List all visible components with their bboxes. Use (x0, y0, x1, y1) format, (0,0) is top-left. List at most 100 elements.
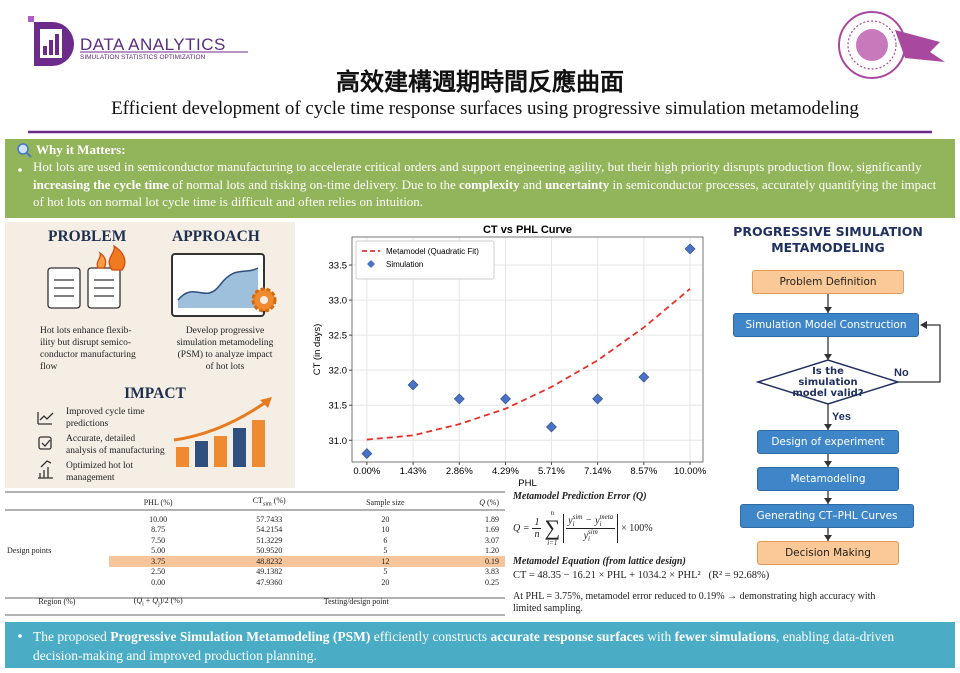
table-row: 5.00 50.9520 5 1.20 (5, 546, 505, 557)
flow-node: Generating CT–PHL Curves (740, 504, 914, 528)
formula-sup: sim (572, 512, 583, 521)
legend-swatch (367, 260, 375, 268)
ratio-num: y sim i − y meta i (566, 512, 616, 529)
table-cell: 1.69 (485, 525, 499, 535)
chart-title: CT vs PHL Curve (483, 224, 572, 236)
table-cell: 49.1382 (256, 567, 283, 577)
table-cell: 0.19 (439, 556, 505, 567)
y-tick-label: 33.0 (329, 296, 348, 307)
why-box (5, 139, 955, 218)
table-row: 0.00 47.9360 20 0.25 (5, 577, 505, 588)
why-heading: Why it Matters: (36, 142, 126, 157)
impact-item: Accurate, detailed analysis of manufactur… (66, 433, 165, 457)
table-cell: 3.83 (485, 567, 499, 577)
flow-arrowhead (824, 535, 832, 541)
cell-part: + (143, 595, 153, 605)
text-segment: increasing the cycle time (33, 176, 169, 192)
text-line: conductor manufacturing (40, 350, 136, 360)
formula-sub: i (599, 519, 602, 528)
flow-arrowhead (824, 354, 832, 360)
table-header-cell: Sample size (331, 494, 440, 510)
flow-node: Metamodeling (757, 467, 899, 491)
table-cell: 5.00 (151, 546, 166, 556)
why-text: Hot lots are used in semiconductor manuf… (33, 158, 948, 211)
text-segment: and (519, 176, 545, 192)
legend-label: Metamodel (Quadratic Fit) (386, 247, 479, 256)
text-line: Develop progressive (185, 326, 265, 336)
table-group-label: Design points (7, 546, 52, 556)
table-row: Design points 10.00 57.7433 20 1.89 (5, 514, 505, 556)
logo-subtitle: SIMULATION STATISTICS OPTIMIZATION (80, 54, 206, 61)
sum-sign: ∑ (544, 515, 561, 540)
plot-frame (351, 236, 704, 463)
flow-node: Problem Definition (752, 270, 904, 294)
text-line: ility but disrupt semico- (40, 338, 132, 348)
text-segment: Progressive Simulation Metamodeling (PSM… (110, 629, 371, 644)
x-tick-label: 8.57% (630, 466, 657, 477)
formula-tail: × 100% (621, 522, 653, 534)
text-segment: in semiconductor processes, accurately q… (33, 176, 937, 210)
formula-sub: i (572, 519, 575, 528)
text-segment: efficiently constructs (370, 629, 491, 644)
formula-den: n (534, 528, 540, 540)
logo-mark (28, 16, 74, 66)
legend-label: Simulation (386, 260, 423, 269)
formula-scripts: meta i (599, 512, 614, 528)
text-segment: with (643, 629, 675, 644)
equation: CT = 48.35 − 16.21 × PHL + 1034.2 × PHL²… (513, 570, 769, 581)
text-segment: , enabling data-driven decision-making a… (33, 629, 895, 663)
x-tick-label: 7.14% (584, 466, 611, 477)
formula-scripts: sim i (588, 528, 598, 543)
table-cell: 7.50 (151, 535, 166, 545)
y-tick-label: 32.0 (329, 366, 348, 377)
flow-arrowhead (824, 498, 832, 504)
formula-base: y (595, 514, 600, 526)
formula-sub: i (588, 534, 590, 543)
flow-arrowhead (920, 321, 927, 329)
table-cell: 48.8232 (207, 556, 331, 567)
flow-arrowhead (824, 461, 832, 467)
impact-heading: IMPACT (124, 385, 186, 402)
equation-body: CT = 48.35 − 16.21 × PHL + 1034.2 × PHL² (513, 570, 701, 581)
conclusion-box (5, 622, 955, 668)
formula-num: 1 (532, 516, 542, 529)
table-cell: 51.3229 (256, 535, 283, 545)
table-header-row: PHL (%) CTsim (%) Sample size Q (%) (5, 494, 505, 510)
cell-part: CT (252, 496, 264, 506)
formula-sup: meta (599, 512, 614, 521)
impact-bars (173, 397, 272, 467)
table-row: 8.75 54.2154 10 1.69 (5, 525, 505, 536)
table-header-cell: PHL (%) (109, 494, 208, 510)
table-cell: 47.9360 (256, 577, 283, 587)
equation-heading: Metamodel Equation (from lattice design) (513, 556, 686, 567)
flow-title: METAMODELING (771, 240, 885, 255)
text-line: Optimized hot lot (66, 461, 134, 471)
table-cell: 2.50 (151, 567, 166, 577)
impact-item: Optimized hot lot management (66, 460, 133, 484)
table-cell: 3.07 (485, 535, 499, 545)
flow-node: Simulation Model Construction (733, 313, 919, 337)
cell-part: Q (479, 497, 485, 507)
table-cell: 54.2154 (256, 525, 283, 535)
table-cell: 0.25 (485, 577, 499, 587)
equation-r2: (R² = 92.68%) (708, 570, 770, 581)
table-row: 3.75 48.8232 12 0.19 (5, 556, 505, 567)
simulation-point (684, 243, 696, 255)
magnifier-icon (17, 143, 32, 158)
table-cell: 1.89 (485, 514, 499, 524)
text-line: Improved cycle time (66, 407, 145, 417)
cell-part: j (158, 601, 160, 608)
x-tick-label: 5.71% (538, 466, 565, 477)
sum-top: n (550, 509, 555, 517)
design-table: PHL (%) CTsim (%) Sample size Q (%) Design p… (5, 494, 505, 610)
table-cell: 12 (330, 556, 440, 567)
table-cell: 57.7433 (256, 514, 283, 524)
table-cell: 10 (381, 525, 390, 535)
table-footer-cell: Region (%) (5, 594, 109, 610)
bullet (18, 634, 22, 638)
table-row: 7.50 51.3229 6 3.07 (5, 535, 505, 546)
subtitle: Efficient development of cycle time resp… (111, 98, 859, 119)
x-tick-label: 0.00% (353, 466, 380, 477)
